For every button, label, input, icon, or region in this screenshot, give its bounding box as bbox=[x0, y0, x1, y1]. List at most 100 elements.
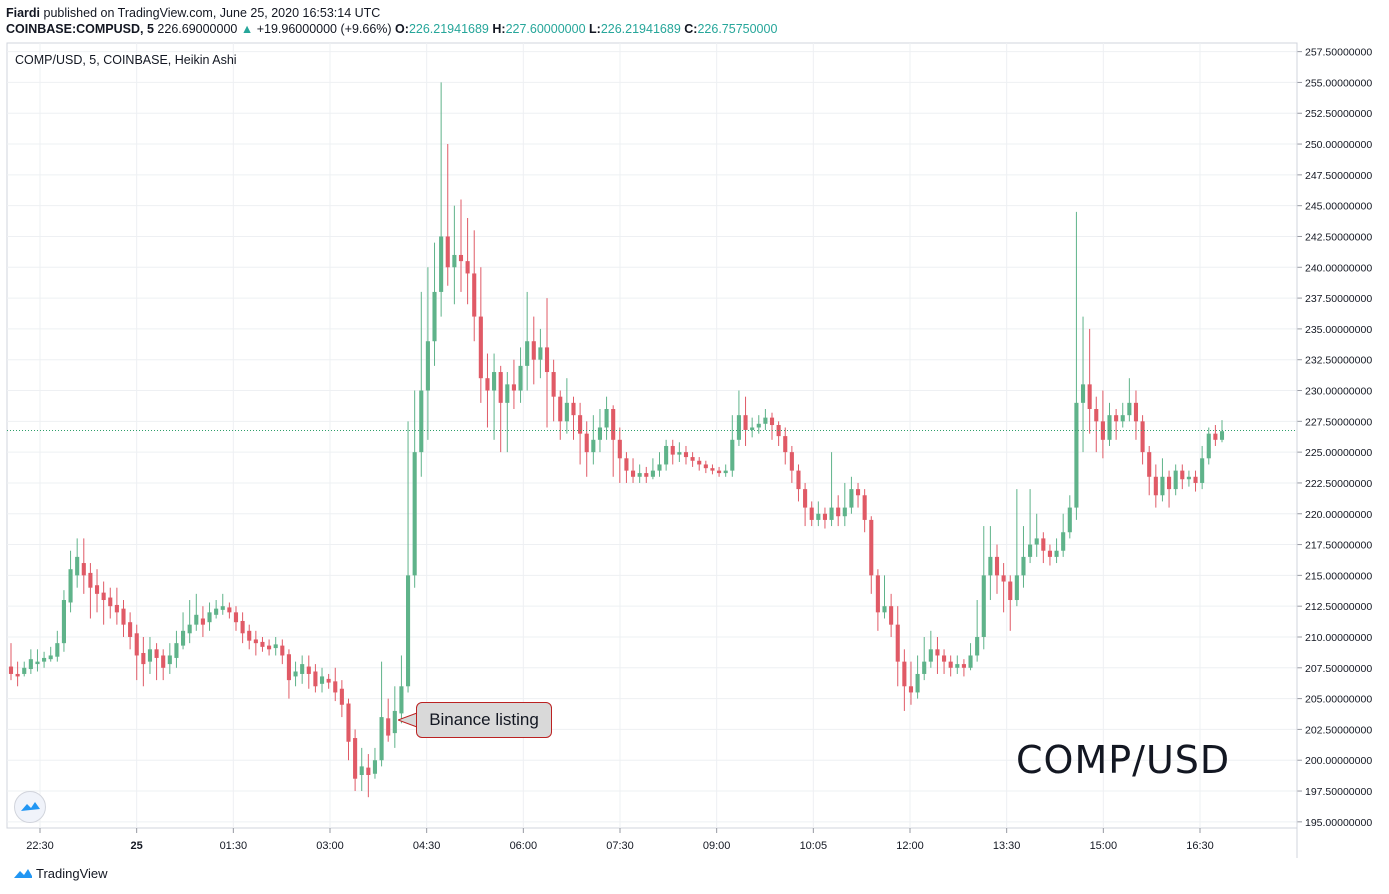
x-tick-label: 25 bbox=[131, 840, 143, 852]
candle-body bbox=[1008, 581, 1013, 601]
candle-body bbox=[578, 415, 583, 434]
candle-body bbox=[988, 556, 993, 576]
candle-body bbox=[240, 620, 245, 634]
candle-body bbox=[465, 261, 470, 274]
candle-body bbox=[611, 409, 616, 440]
y-tick-label: 240.00000000 bbox=[1305, 262, 1372, 274]
candle-body bbox=[492, 372, 497, 391]
candle-body bbox=[1173, 470, 1178, 490]
candle-body bbox=[181, 630, 186, 646]
candle-body bbox=[756, 423, 761, 428]
price-chart[interactable]: 195.00000000 197.50000000 200.00000000 202.… bbox=[0, 40, 1389, 858]
candle-body bbox=[306, 666, 311, 674]
candle-body bbox=[518, 365, 523, 391]
symbol-label: COINBASE:COMPUSD, 5 bbox=[6, 22, 154, 36]
candle-body bbox=[293, 671, 298, 677]
plot-area bbox=[6, 42, 1298, 829]
x-tick-label: 03:00 bbox=[316, 840, 344, 852]
y-tick-label: 257.50000000 bbox=[1305, 47, 1372, 59]
tradingview-logo-icon[interactable] bbox=[14, 791, 46, 823]
y-tick-label: 207.50000000 bbox=[1305, 663, 1372, 675]
x-tick-label: 07:30 bbox=[606, 840, 634, 852]
last-price: 226.69000000 bbox=[157, 22, 238, 36]
candle-body bbox=[42, 657, 47, 662]
candle-body bbox=[763, 417, 768, 424]
candle-body bbox=[723, 470, 728, 474]
candle-body bbox=[485, 378, 490, 391]
candle-body bbox=[300, 664, 305, 674]
candle-body bbox=[472, 273, 477, 317]
footer-brand[interactable]: TradingView bbox=[13, 866, 108, 881]
candle-body bbox=[1087, 384, 1092, 410]
candle-body bbox=[445, 236, 450, 268]
candle-body bbox=[412, 452, 417, 576]
y-tick-label: 210.00000000 bbox=[1305, 632, 1372, 644]
y-tick-label: 247.50000000 bbox=[1305, 170, 1372, 182]
candle-body bbox=[1041, 538, 1046, 551]
chart-legend-title: COMP/USD, 5, COINBASE, Heikin Ashi bbox=[15, 53, 237, 67]
candle-body bbox=[544, 347, 550, 373]
candle-body bbox=[1160, 476, 1165, 496]
candle-body bbox=[174, 643, 179, 658]
y-tick-label: 215.00000000 bbox=[1305, 570, 1372, 582]
candle-body bbox=[94, 585, 100, 594]
candle-body bbox=[511, 384, 516, 391]
candle-body bbox=[637, 473, 642, 477]
candle-body bbox=[419, 390, 424, 453]
candle-body bbox=[1147, 452, 1152, 477]
y-tick-label: 255.00000000 bbox=[1305, 77, 1372, 89]
y-tick-label: 250.00000000 bbox=[1305, 139, 1372, 151]
candle-body bbox=[1140, 421, 1145, 453]
x-tick-label: 06:00 bbox=[510, 840, 538, 852]
candle-body bbox=[1047, 550, 1052, 557]
candle-body bbox=[280, 645, 285, 656]
candle-body bbox=[935, 649, 940, 656]
candle-body bbox=[710, 468, 715, 471]
publish-date: published on TradingView.com, June 25, 2… bbox=[40, 6, 381, 20]
y-tick-label: 227.50000000 bbox=[1305, 416, 1372, 428]
candle-body bbox=[220, 606, 225, 610]
y-tick-label: 245.00000000 bbox=[1305, 201, 1372, 213]
y-tick-label: 195.00000000 bbox=[1305, 817, 1372, 829]
candle-body bbox=[664, 445, 669, 465]
candle-body bbox=[8, 666, 14, 674]
candle-body bbox=[28, 659, 33, 670]
y-tick-label: 220.00000000 bbox=[1305, 509, 1372, 521]
candle-body bbox=[690, 457, 695, 461]
x-tick-label: 01:30 bbox=[220, 840, 248, 852]
candle-body bbox=[101, 592, 106, 601]
candle-body bbox=[1186, 476, 1191, 480]
y-tick-label: 217.50000000 bbox=[1305, 540, 1372, 552]
candle-body bbox=[597, 427, 603, 440]
candle-body bbox=[22, 667, 27, 674]
candle-body bbox=[260, 641, 265, 647]
candle-body bbox=[134, 633, 139, 656]
candle-body bbox=[1200, 458, 1205, 483]
candle-body bbox=[1219, 431, 1225, 440]
candle-body bbox=[1206, 433, 1211, 459]
candle-body bbox=[128, 622, 133, 637]
candle-body bbox=[717, 470, 722, 474]
candle-body bbox=[187, 624, 192, 634]
candle-body bbox=[1180, 470, 1185, 480]
candle-body bbox=[1120, 415, 1125, 422]
candle-body bbox=[399, 686, 404, 714]
candle-body bbox=[313, 671, 318, 687]
low-value: 226.21941689 bbox=[600, 22, 681, 36]
candle-body bbox=[571, 402, 576, 416]
candle-body bbox=[564, 402, 569, 422]
tradingview-footer-icon bbox=[14, 868, 32, 878]
candle-body bbox=[769, 417, 775, 426]
candle-body bbox=[908, 686, 914, 693]
candle-body bbox=[353, 738, 358, 779]
y-tick-label: 252.50000000 bbox=[1305, 108, 1372, 120]
candle-body bbox=[803, 489, 808, 508]
candle-body bbox=[1014, 575, 1019, 601]
x-tick-label: 12:00 bbox=[896, 840, 924, 852]
candle-body bbox=[372, 760, 378, 774]
candle-body bbox=[1061, 532, 1066, 551]
candle-body bbox=[789, 452, 794, 471]
candle-body bbox=[822, 513, 828, 520]
candle-body bbox=[869, 519, 874, 576]
candle-body bbox=[253, 639, 258, 644]
